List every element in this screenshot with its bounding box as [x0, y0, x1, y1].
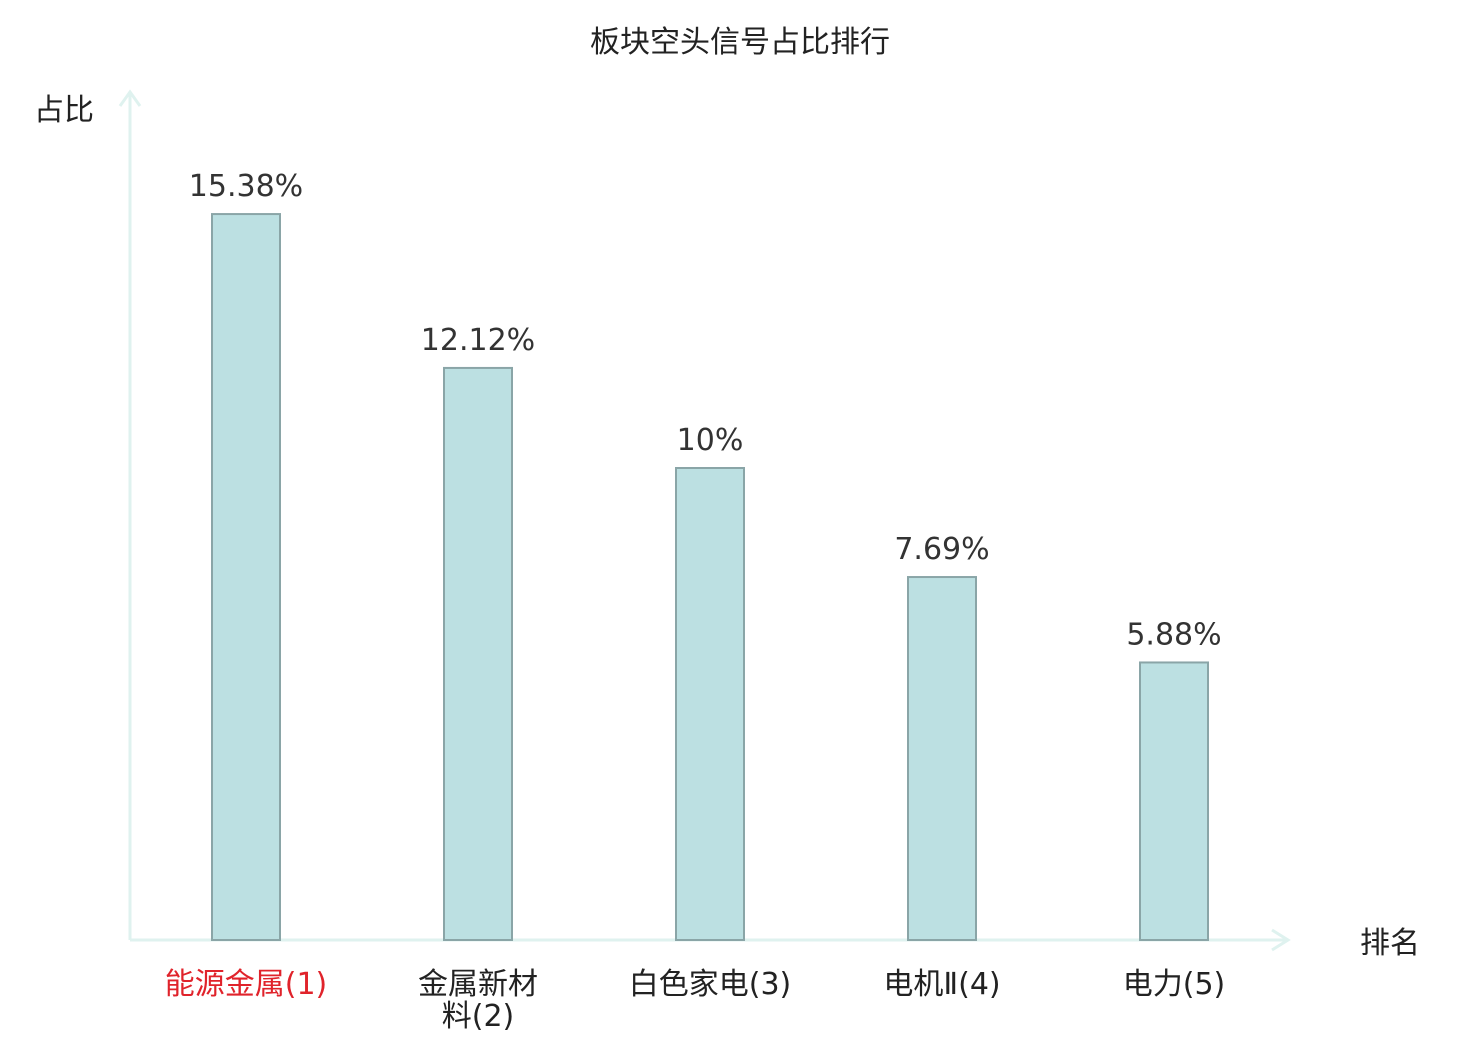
x-axis-label: 排名	[1360, 926, 1420, 961]
bar-value-label-3: 10%	[677, 423, 744, 458]
bar-1	[211, 213, 281, 941]
bar-5	[1139, 661, 1209, 941]
x-axis-arrow	[1271, 928, 1291, 952]
bar-4	[907, 576, 977, 941]
bars-group	[211, 213, 1209, 942]
category-label-3: 白色家电(3)	[629, 967, 792, 1002]
bar-value-label-2: 12.12%	[421, 323, 535, 358]
bar-value-label-5: 5.88%	[1126, 617, 1221, 652]
bar-value-label-1: 15.38%	[189, 169, 303, 204]
value-labels-group: 15.38% 12.12% 10% 7.69% 5.88%	[189, 169, 1222, 652]
category-label-5: 电力(5)	[1123, 967, 1226, 1002]
bar-value-label-4: 7.69%	[894, 532, 989, 567]
category-label-1: 能源金属(1)	[165, 967, 328, 1002]
category-label-4: 电机Ⅱ(4)	[883, 967, 1000, 1002]
category-label-2-line-2: 料(2)	[442, 999, 515, 1034]
y-axis-label: 占比	[34, 93, 94, 128]
bar-2	[443, 366, 513, 942]
y-axis-arrow	[118, 89, 142, 107]
bar-3	[675, 467, 745, 941]
category-label-2-line-1: 金属新材	[418, 967, 538, 1002]
chart-title: 板块空头信号占比排行	[590, 25, 890, 60]
